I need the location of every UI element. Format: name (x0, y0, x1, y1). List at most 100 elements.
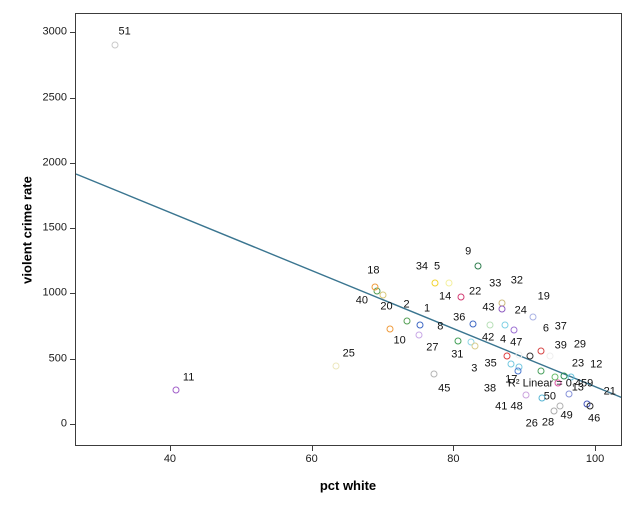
point-label-40: 40 (355, 294, 368, 307)
y-tick-label: 0 (60, 417, 67, 430)
data-point (560, 372, 568, 380)
data-point (551, 373, 559, 381)
data-point-9 (474, 262, 482, 270)
data-point (486, 321, 494, 329)
y-tick-label: 1500 (42, 221, 67, 234)
point-label-37: 37 (554, 320, 567, 333)
point-label-47: 47 (510, 336, 523, 349)
point-label-2: 2 (403, 298, 410, 311)
data-point-24 (529, 313, 537, 321)
point-label-32: 32 (510, 274, 523, 287)
point-label-17: 17 (505, 373, 518, 386)
point-label-1: 1 (424, 302, 431, 315)
data-point (503, 352, 511, 360)
x-axis-title: pct white (319, 478, 377, 493)
point-label-34: 34 (415, 260, 429, 273)
data-point-48 (522, 391, 530, 399)
point-label-43: 43 (482, 301, 495, 314)
y-tick-label: 500 (48, 352, 67, 365)
point-label-49: 49 (560, 409, 573, 422)
data-point-11 (172, 386, 180, 394)
point-label-23: 23 (571, 357, 585, 370)
y-tick-mark (70, 32, 75, 34)
data-point-14 (457, 293, 465, 301)
data-point-39 (546, 352, 554, 360)
data-point (514, 367, 522, 375)
data-point-18 (371, 283, 379, 291)
data-point (537, 367, 545, 375)
fit-line (76, 173, 621, 398)
y-tick-mark (70, 162, 75, 164)
point-label-11: 11 (182, 371, 195, 384)
data-point-2 (403, 317, 411, 325)
point-label-8: 8 (437, 320, 444, 333)
x-tick-mark (169, 446, 171, 451)
x-tick-mark (311, 446, 313, 451)
data-point-31 (454, 337, 462, 345)
data-point (526, 352, 534, 360)
y-axis-title: violent crime rate (19, 176, 35, 284)
y-tick-label: 2000 (42, 156, 67, 169)
x-tick-label: 80 (447, 453, 460, 465)
data-point (565, 390, 573, 398)
point-label-9: 9 (465, 245, 472, 258)
point-label-4: 4 (500, 333, 507, 346)
point-label-31: 31 (451, 348, 464, 361)
point-label-22: 22 (468, 285, 482, 298)
point-label-28: 28 (541, 416, 555, 428)
y-tick-label: 3000 (42, 25, 67, 38)
data-point-23 (567, 373, 575, 381)
x-tick-label: 40 (163, 453, 177, 465)
point-label-14: 14 (439, 290, 452, 303)
data-point-36 (469, 320, 477, 328)
data-point-1 (416, 321, 424, 329)
point-label-36: 36 (453, 311, 466, 324)
y-tick-mark (70, 228, 75, 230)
point-label-20: 20 (380, 300, 393, 313)
x-tick-mark (595, 446, 597, 451)
x-tick-label: 60 (305, 453, 318, 465)
y-tick-mark (70, 423, 75, 425)
point-label-35: 35 (484, 357, 497, 369)
point-label-13: 13 (571, 381, 584, 394)
data-point (554, 379, 562, 387)
data-point (515, 351, 523, 359)
y-tick-mark (70, 358, 75, 360)
data-point-25 (332, 362, 340, 370)
regression-line (76, 173, 621, 398)
data-point-46 (586, 402, 594, 410)
y-tick-label: 2500 (42, 91, 67, 104)
point-label-24: 24 (514, 304, 527, 317)
point-label-33: 33 (489, 277, 502, 290)
point-label-29: 29 (573, 338, 587, 351)
point-label-39: 39 (554, 339, 567, 352)
point-label-46: 46 (587, 412, 601, 425)
data-point-34 (431, 279, 439, 287)
data-point (537, 347, 545, 355)
data-point-47 (510, 326, 518, 334)
point-label-26: 26 (525, 417, 538, 430)
data-point-5 (445, 279, 453, 287)
y-tick-label: 1000 (42, 286, 67, 299)
point-label-50: 50 (543, 390, 557, 403)
point-label-18: 18 (367, 264, 380, 277)
data-point-27 (415, 331, 423, 339)
point-label-41: 41 (495, 400, 508, 413)
point-label-48: 48 (510, 400, 523, 413)
point-label-3: 3 (471, 362, 478, 375)
point-label-5: 5 (434, 260, 441, 273)
data-point-28 (550, 407, 558, 414)
point-label-19: 19 (537, 290, 550, 303)
point-label-42: 42 (481, 331, 495, 344)
point-label-12: 12 (590, 358, 603, 371)
x-tick-mark (453, 446, 455, 451)
point-label-45: 45 (438, 382, 451, 395)
x-tick-label: 100 (585, 453, 605, 465)
point-label-21: 21 (603, 385, 616, 398)
data-point-50 (538, 394, 546, 402)
data-point-42 (467, 338, 475, 346)
data-point-4 (501, 321, 509, 329)
data-point-35 (471, 342, 479, 349)
point-label-10: 10 (393, 334, 406, 347)
